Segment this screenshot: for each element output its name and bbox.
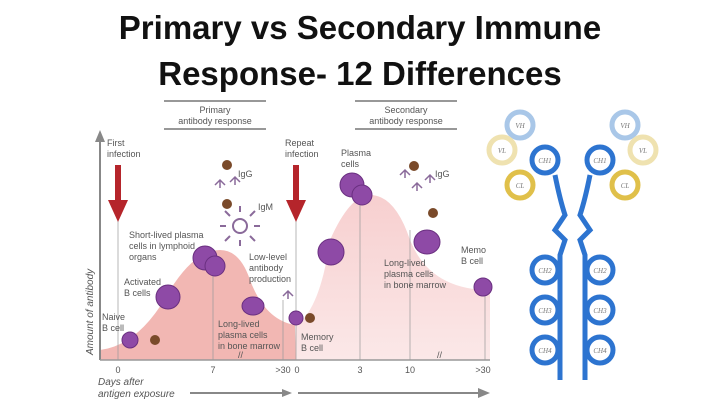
ch2-label: CH2 [538, 267, 552, 275]
y-axis [95, 130, 105, 360]
axis-break-2: // [437, 350, 443, 360]
first-infection-arrow [108, 165, 128, 222]
long-lived-secondary-label: Long-lived [384, 258, 426, 268]
long-lived-primary-label-3: in bone marrow [218, 341, 281, 351]
title-line-2: Response- 12 Differences [158, 55, 562, 92]
activated-b-cell-icon [155, 284, 181, 310]
long-lived-plasma-cell-icon [241, 296, 265, 316]
tick-secondary-10: 10 [405, 365, 415, 375]
low-level-label-3: production [249, 274, 291, 284]
cl-label: CL [621, 182, 630, 190]
secondary-response-curve [296, 195, 490, 360]
repeat-infection-arrow [286, 165, 306, 222]
ch4-label: CH4 [538, 347, 552, 355]
repeat-infection-label-2: infection [285, 149, 319, 159]
secondary-header: Secondary antibody response [355, 100, 457, 130]
ch2-label: CH2 [593, 267, 607, 275]
ch4-label: CH4 [593, 347, 607, 355]
ch3-label: CH3 [538, 307, 552, 315]
memory-b-cell-icon [473, 277, 493, 297]
short-lived-label: Short-lived plasma [129, 230, 204, 240]
long-lived-primary-label-2: plasma cells [218, 330, 268, 340]
x-axis-arrow [190, 388, 490, 398]
tick-secondary-0: 0 [294, 365, 299, 375]
memory-b-cell-label: Memory [301, 332, 334, 342]
plasma-cell-icon [351, 184, 373, 206]
tick-primary-7: 7 [210, 365, 215, 375]
plasma-cells-label-2: cells [341, 159, 360, 169]
activated-b-cell-icon [317, 238, 345, 266]
activated-b-cells-label: Activated [124, 277, 161, 287]
ch1-label: CH1 [538, 157, 551, 165]
memory-b-cell-right-label: Memo [461, 245, 486, 255]
primary-header: Primary antibody response [164, 100, 266, 130]
naive-b-cell-label: Naive [102, 312, 125, 322]
memory-b-cell-icon [288, 310, 304, 326]
memory-b-cell-right-label-2: B cell [461, 256, 483, 266]
first-infection-label: First [107, 138, 125, 148]
secondary-header-line1: Secondary [384, 105, 428, 115]
igg-antibody-icons [214, 168, 436, 299]
x-axis-label-line2: antigen exposure [98, 389, 175, 400]
long-lived-plasma-cell-icon [413, 229, 441, 255]
repeat-infection-label: Repeat [285, 138, 315, 148]
antibody-structure [486, 109, 659, 380]
long-lived-primary-label: Long-lived [218, 319, 260, 329]
axis-break-1: // [238, 350, 244, 360]
igm-pentamer-icon [220, 206, 260, 246]
plasma-cell-icon [204, 255, 226, 277]
long-lived-secondary-label-3: in bone marrow [384, 280, 447, 290]
naive-b-cell-icon [121, 331, 139, 349]
plasma-cells-label: Plasma [341, 148, 371, 158]
activated-b-cells-label-2: B cells [124, 288, 151, 298]
tick-primary-0: 0 [115, 365, 120, 375]
antigen-icons [150, 160, 438, 345]
igm-label: IgM [258, 202, 273, 212]
low-level-label: Low-level [249, 252, 287, 262]
light-chain-icon [504, 169, 641, 201]
x-axis-label-line1: Days after [98, 377, 144, 388]
title-line-1: Primary vs Secondary Immune [118, 9, 602, 46]
y-axis-label: Amount of antibody [85, 268, 96, 356]
low-level-label-2: antibody [249, 263, 284, 273]
cl-label: CL [516, 182, 525, 190]
tick-secondary-30: >30 [475, 365, 490, 375]
tick-primary-30: >30 [275, 365, 290, 375]
short-lived-label-3: organs [129, 252, 157, 262]
vl-label: VL [498, 147, 506, 155]
primary-header-line2: antibody response [178, 116, 252, 126]
long-lived-secondary-label-2: plasma cells [384, 269, 434, 279]
igg-secondary-label: IgG [435, 169, 450, 179]
light-variable-icon [486, 134, 659, 166]
memory-b-cell-label-2: B cell [301, 343, 323, 353]
vl-label: VL [639, 147, 647, 155]
primary-header-line1: Primary [200, 105, 231, 115]
ch3-label: CH3 [593, 307, 607, 315]
first-infection-label-2: infection [107, 149, 141, 159]
vh-label: VH [620, 122, 630, 130]
primary-response-curve [100, 250, 296, 360]
short-lived-label-2: cells in lymphoid [129, 241, 195, 251]
heavy-variable-icon [504, 109, 641, 141]
tick-secondary-3: 3 [357, 365, 362, 375]
vh-label: VH [515, 122, 525, 130]
ch1-label: CH1 [593, 157, 606, 165]
heavy-chain-icon [529, 144, 616, 380]
igg-primary-label: IgG [238, 169, 253, 179]
secondary-header-line2: antibody response [369, 116, 443, 126]
naive-b-cell-label-2: B cell [102, 323, 124, 333]
